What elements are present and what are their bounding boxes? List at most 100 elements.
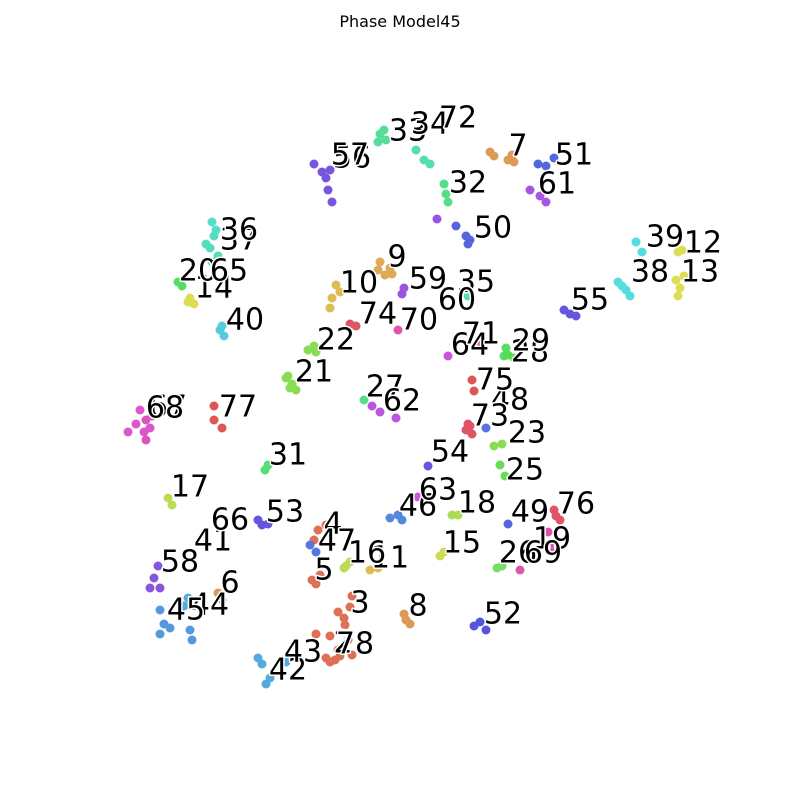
cluster-label-19: 19 xyxy=(533,522,571,557)
chart-title: Phase Model45 xyxy=(339,12,461,31)
point-cluster-62-2 xyxy=(391,413,401,423)
cluster-label-64: 64 xyxy=(451,328,489,363)
point-cluster-9-0 xyxy=(375,257,385,267)
point-cluster-44-0 xyxy=(183,593,193,603)
point-cluster-20-1 xyxy=(177,281,187,291)
point-cluster-68-2 xyxy=(141,435,151,445)
point-cluster-19-0 xyxy=(543,527,553,537)
point-cluster-75-0 xyxy=(467,375,477,385)
point-cluster-60-0 xyxy=(432,214,442,224)
point-cluster-70-0 xyxy=(393,325,403,335)
cluster-label-12: 12 xyxy=(684,226,722,261)
point-cluster-26-1 xyxy=(497,561,507,571)
point-cluster-64-0 xyxy=(443,351,453,361)
point-cluster-31-1 xyxy=(263,460,273,470)
point-cluster-75-1 xyxy=(469,386,479,396)
point-cluster-13-1 xyxy=(675,283,685,293)
cluster-label-14: 14 xyxy=(195,271,233,306)
point-cluster-32-0 xyxy=(439,179,449,189)
point-cluster-73-2 xyxy=(467,429,477,439)
point-cluster-36-0 xyxy=(207,217,217,227)
point-cluster-13-0 xyxy=(671,275,681,285)
cluster-label-13: 13 xyxy=(681,255,719,290)
cluster-label-47: 47 xyxy=(318,524,356,559)
point-cluster-17-1 xyxy=(167,500,177,510)
point-cluster-34-0 xyxy=(411,145,421,155)
cluster-label-2: 2 xyxy=(333,626,352,661)
cluster-label-6: 6 xyxy=(220,566,239,601)
point-cluster-5-2 xyxy=(311,579,321,589)
point-cluster-57-0 xyxy=(309,159,319,169)
point-cluster-2-5 xyxy=(347,650,357,660)
point-cluster-10-0 xyxy=(331,280,341,290)
cluster-label-39: 39 xyxy=(646,220,684,255)
cluster-label-34: 34 xyxy=(411,107,449,142)
point-cluster-61-0 xyxy=(525,185,535,195)
cluster-label-48: 48 xyxy=(491,383,529,418)
point-cluster-48-0 xyxy=(481,423,491,433)
cluster-label-15: 15 xyxy=(443,526,481,561)
cluster-label-36: 36 xyxy=(220,213,258,248)
cluster-label-40: 40 xyxy=(226,303,264,338)
point-cluster-57-2 xyxy=(321,173,331,183)
cluster-label-32: 32 xyxy=(449,166,487,201)
point-cluster-34-2 xyxy=(425,159,435,169)
point-cluster-2-3 xyxy=(311,629,321,639)
point-cluster-14-2 xyxy=(183,297,193,307)
cluster-label-35: 35 xyxy=(457,265,495,300)
point-cluster-58-2 xyxy=(145,583,155,593)
cluster-label-46: 46 xyxy=(399,489,437,524)
cluster-label-16: 16 xyxy=(348,536,386,571)
cluster-label-69: 69 xyxy=(524,536,562,571)
cluster-label-3: 3 xyxy=(350,586,369,621)
point-cluster-46-2 xyxy=(397,515,407,525)
point-cluster-21-2 xyxy=(281,373,291,383)
point-cluster-61-1 xyxy=(535,191,545,201)
cluster-label-50: 50 xyxy=(474,211,512,246)
point-cluster-40-2 xyxy=(215,325,225,335)
cluster-label-60: 60 xyxy=(438,283,476,318)
point-cluster-10-1 xyxy=(327,293,337,303)
point-cluster-58-0 xyxy=(153,561,163,571)
point-cluster-7-4 xyxy=(509,157,519,167)
point-cluster-10-2 xyxy=(325,303,335,313)
point-cluster-67-4 xyxy=(123,427,133,437)
cluster-label-28: 28 xyxy=(511,335,549,370)
point-cluster-12-1 xyxy=(673,247,683,257)
point-cluster-45-3 xyxy=(155,629,165,639)
point-cluster-69-0 xyxy=(515,565,525,575)
point-cluster-51-2 xyxy=(549,153,559,163)
point-cluster-8-1 xyxy=(399,609,409,619)
cluster-label-73: 73 xyxy=(471,399,509,434)
point-cluster-13-3 xyxy=(679,271,689,281)
cluster-label-78: 78 xyxy=(336,627,374,662)
cluster-label-27: 27 xyxy=(366,370,404,405)
point-cluster-77-0 xyxy=(209,401,219,411)
point-cluster-4-0 xyxy=(313,525,323,535)
point-cluster-67-2 xyxy=(131,419,141,429)
point-cluster-59-1 xyxy=(397,289,407,299)
cluster-label-57: 57 xyxy=(331,138,369,173)
point-cluster-9-4 xyxy=(387,269,397,279)
point-cluster-9-1 xyxy=(380,270,390,280)
cluster-label-74: 74 xyxy=(359,297,397,332)
point-cluster-76-2 xyxy=(551,511,561,521)
point-cluster-45-4 xyxy=(185,625,195,635)
point-cluster-73-3 xyxy=(465,421,475,431)
cluster-label-26: 26 xyxy=(499,536,537,571)
cluster-label-31: 31 xyxy=(269,438,307,473)
cluster-label-44: 44 xyxy=(191,588,229,623)
cluster-label-43: 43 xyxy=(284,635,322,670)
point-cluster-37-1 xyxy=(205,243,215,253)
point-cluster-25-1 xyxy=(500,471,510,481)
point-cluster-45-2 xyxy=(165,623,175,633)
cluster-label-23: 23 xyxy=(508,416,546,451)
cluster-label-53: 53 xyxy=(266,495,304,530)
point-cluster-37-4 xyxy=(207,257,217,267)
cluster-label-54: 54 xyxy=(431,435,469,470)
point-cluster-56-0 xyxy=(325,165,335,175)
point-cluster-54-0 xyxy=(423,461,433,471)
point-cluster-56-2 xyxy=(327,197,337,207)
point-cluster-63-0 xyxy=(413,492,423,502)
